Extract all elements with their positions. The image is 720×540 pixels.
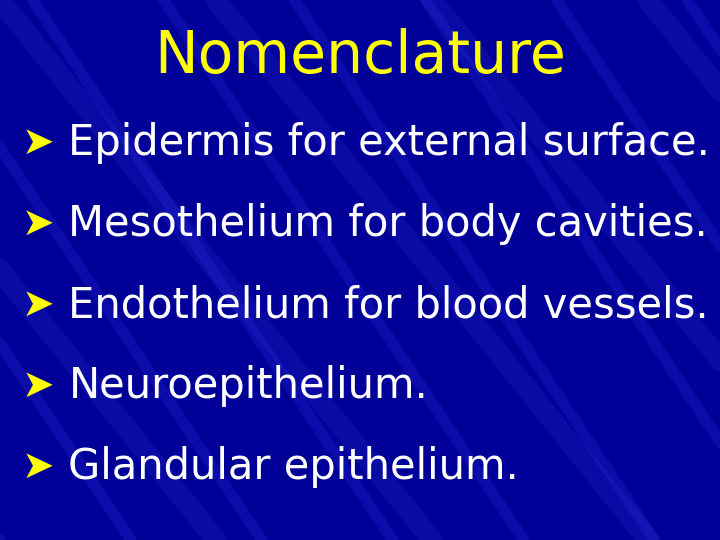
Text: Glandular epithelium.: Glandular epithelium.	[68, 446, 519, 488]
Text: ➤: ➤	[22, 367, 54, 405]
Text: ➤: ➤	[22, 124, 54, 162]
Text: Epidermis for external surface.: Epidermis for external surface.	[68, 122, 710, 164]
Text: ➤: ➤	[22, 448, 54, 486]
Text: Nomenclature: Nomenclature	[154, 28, 566, 85]
Text: Neuroepithelium.: Neuroepithelium.	[68, 365, 428, 407]
Text: Endothelium for blood vessels.: Endothelium for blood vessels.	[68, 284, 709, 326]
Text: ➤: ➤	[22, 286, 54, 324]
Text: Mesothelium for body cavities.: Mesothelium for body cavities.	[68, 203, 708, 245]
Text: ➤: ➤	[22, 205, 54, 243]
